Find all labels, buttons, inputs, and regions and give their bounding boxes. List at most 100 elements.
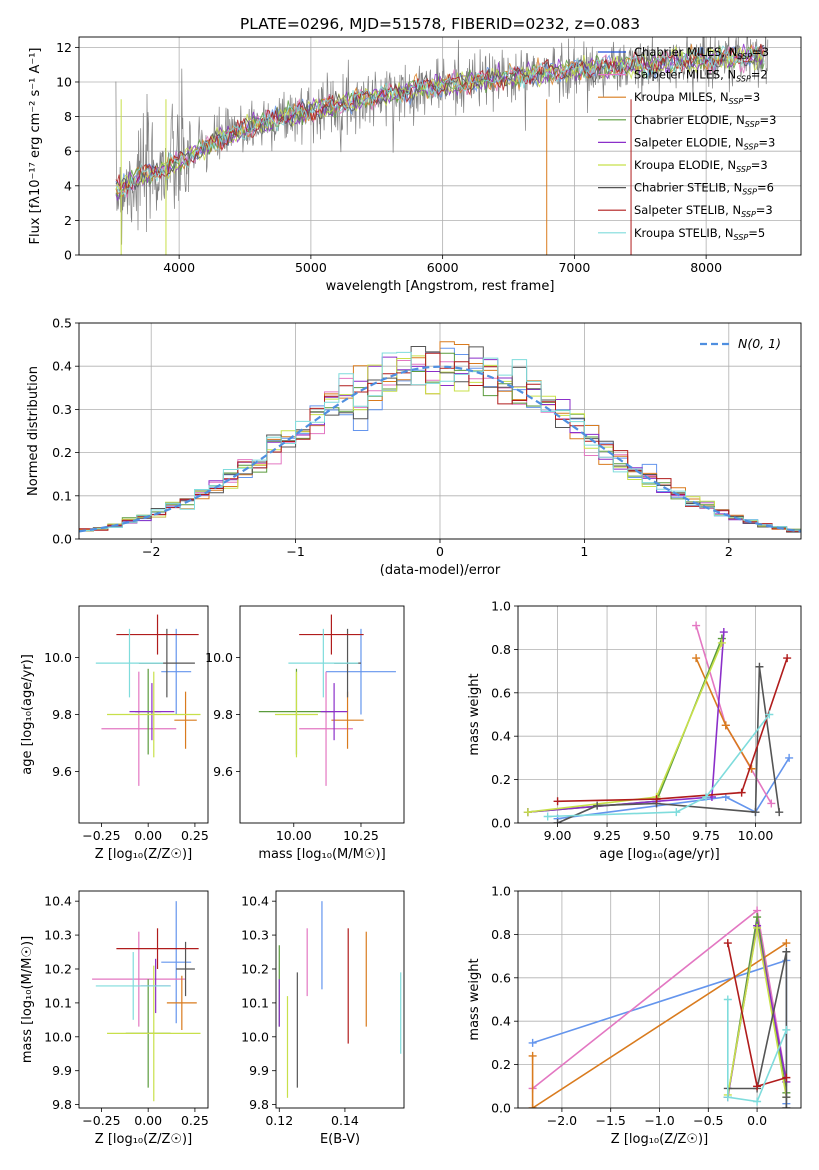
- error-bar-point: [174, 691, 197, 749]
- axes-frame: [517, 605, 802, 824]
- x-tick-label: 4000: [163, 260, 195, 275]
- y-tick-label: 9.9: [52, 1063, 72, 1078]
- weight-marker: [553, 819, 562, 823]
- y-axis-label: Flux [fλ10⁻¹⁷ erg cm⁻² s⁻¹ A⁻¹]: [28, 48, 43, 245]
- error-bar-point: [161, 901, 192, 1024]
- axes-frame: [275, 890, 405, 1109]
- legend-tail: =3: [760, 113, 777, 127]
- y-tick-label: 0.8: [491, 927, 511, 942]
- weight-marker: [782, 1093, 791, 1102]
- weight-marker: [652, 795, 661, 804]
- x-tick-label: 0.00: [134, 828, 162, 843]
- weight-marker: [775, 808, 784, 817]
- weight-series-line: [557, 657, 788, 803]
- legend-entry: Chabrier ELODIE, NSSP=3: [634, 113, 776, 129]
- y-tick-label: 0.5: [52, 316, 72, 331]
- plot-area: [115, 37, 769, 255]
- x-axis-label: Z [log₁₀(Z/Z☉)]: [95, 1132, 192, 1147]
- spectrum-panel: 4000 5000 6000 7000 8000 0 2 4 6 8 10 12 wavelength …: [28, 36, 802, 294]
- x-tick-label: −2.0: [547, 1113, 577, 1128]
- legend-text: Chabrier MILES, N: [634, 45, 737, 59]
- x-tick-label: −0.25: [82, 1113, 120, 1128]
- x-axis-label: E(B-V): [320, 1132, 360, 1147]
- error-bar-point: [101, 671, 177, 786]
- legend-text: Salpeter MILES, N: [634, 68, 736, 82]
- axes-frame: [78, 605, 209, 824]
- legend-entry: Chabrier STELIB, NSSP=6: [634, 181, 774, 197]
- x-tick-label: 0.00: [134, 1113, 162, 1128]
- x-tick-label: −0.25: [82, 828, 120, 843]
- y-tick-label: 10.4: [241, 894, 269, 909]
- y-tick-label: 10.4: [44, 894, 72, 909]
- x-tick-label: 10.00: [738, 828, 774, 843]
- x-tick-label: −0.5: [693, 1113, 723, 1128]
- axes-frame: [517, 890, 802, 1109]
- x-tick-label: 0.25: [181, 1113, 209, 1128]
- legend-text: Salpeter ELODIE, N: [634, 135, 744, 149]
- legend-sub: SSP: [742, 188, 757, 197]
- legend-entry: Kroupa MILES, NSSP=3: [634, 90, 760, 106]
- legend-sub: SSP: [737, 52, 752, 61]
- weight-marker: [785, 753, 794, 762]
- error-bar-point: [166, 975, 197, 1031]
- legend-sub: SSP: [744, 142, 759, 151]
- y-tick-label: 0.2: [491, 772, 511, 787]
- y-tick-label: 9.8: [52, 1097, 72, 1112]
- error-bar-point: [95, 952, 171, 1020]
- y-tick-label: 0.1: [52, 488, 72, 503]
- y-tick-label: 9.8: [52, 707, 72, 722]
- weight-series-line: [527, 631, 725, 813]
- y-tick-label: 9.6: [213, 764, 233, 779]
- weight-marker: [719, 628, 728, 637]
- y-tick-label: 10.3: [44, 928, 72, 943]
- weight-marker: [753, 1082, 762, 1091]
- y-tick-label: 10: [56, 74, 72, 89]
- error-bar-point: [320, 683, 348, 741]
- legend-sub: SSP: [729, 97, 744, 106]
- x-tick-label: 0.14: [331, 1113, 359, 1128]
- weight-marker: [672, 808, 681, 817]
- weight-marker: [783, 654, 792, 663]
- y-tick-label: 9.8: [213, 707, 233, 722]
- weight-vs-metallicity-panel: −2.0 −1.5 −1.0 −0.5 0.0 0.0 0.2 0.4 0.6 0.8 1.0 Z […: [467, 884, 802, 1147]
- legend-text: Chabrier ELODIE, N: [634, 113, 745, 127]
- weight-marker: [751, 808, 760, 817]
- model-spectrum-line: [115, 45, 765, 198]
- x-tick-label: 10.25: [343, 828, 379, 843]
- y-tick-label: 10.1: [241, 995, 269, 1010]
- y-tick-label: 10.3: [241, 928, 269, 943]
- weight-series-line: [695, 657, 753, 770]
- y-tick-label: 10.0: [44, 1029, 72, 1044]
- error-bar-point: [107, 671, 201, 758]
- x-tick-label: 9.25: [593, 828, 621, 843]
- error-bar-point: [288, 628, 359, 698]
- x-tick-label: 0.12: [265, 1113, 293, 1128]
- weight-marker: [737, 788, 746, 797]
- x-tick-label: 1: [580, 544, 588, 559]
- plot-area: [92, 901, 201, 1102]
- error-bar-point: [331, 691, 364, 749]
- legend-entry: Salpeter STELIB, NSSP=3: [634, 203, 773, 219]
- x-tick-label: 8000: [690, 260, 722, 275]
- y-tick-label: 1.0: [491, 884, 511, 899]
- x-tick-label: −2: [142, 544, 160, 559]
- y-tick-label: 9.6: [52, 764, 72, 779]
- y-tick-label: 10.1: [44, 995, 72, 1010]
- y-tick-label: 10.0: [241, 1029, 269, 1044]
- legend-entry: N(0, 1): [738, 336, 781, 351]
- y-tick-label: 0.0: [491, 1101, 511, 1116]
- x-axis-label: mass [log₁₀(M/M☉)]: [258, 847, 385, 862]
- legend-text: Chabrier STELIB, N: [634, 181, 742, 195]
- x-axis-label: wavelength [Angstrom, rest frame]: [326, 279, 555, 294]
- weight-marker: [717, 638, 726, 647]
- y-tick-label: 0.8: [491, 642, 511, 657]
- legend-text: Salpeter STELIB, N: [634, 203, 741, 217]
- y-axis-label: mass [log₁₀(M/M☉)]: [20, 936, 35, 1063]
- y-tick-label: 10.2: [44, 961, 72, 976]
- x-tick-label: −1: [286, 544, 304, 559]
- y-tick-label: 0.3: [52, 402, 72, 417]
- y-axis-label: mass weight: [467, 673, 482, 755]
- y-tick-label: 0: [64, 248, 72, 263]
